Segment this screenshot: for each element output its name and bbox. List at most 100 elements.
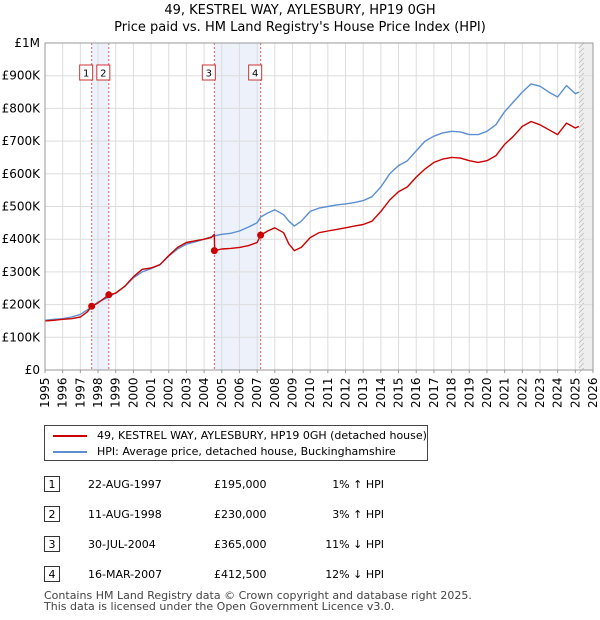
legend-label-hpi: HPI: Average price, detached house, Buck… xyxy=(97,445,396,458)
sale-row: 4 16-MAR-2007 £412,500 12% ↓ HPI xyxy=(44,566,424,586)
sale-point xyxy=(257,231,265,239)
footer-licence: This data is licensed under the Open Gov… xyxy=(44,600,395,613)
forecast-hatch xyxy=(578,362,585,369)
footer-copyright: Contains HM Land Registry data © Crown c… xyxy=(44,589,472,602)
sale-hpi-diff: 1% ↑ HPI xyxy=(332,478,384,491)
forecast-hatch xyxy=(578,347,585,354)
forecast-hatch xyxy=(578,47,585,54)
forecast-hatch xyxy=(578,247,585,254)
forecast-hatch xyxy=(578,52,585,59)
x-tick-label: 1999 xyxy=(109,377,123,408)
forecast-hatch xyxy=(578,82,585,89)
sale-row: 2 11-AUG-1998 £230,000 3% ↑ HPI xyxy=(44,506,424,526)
sale-price: £230,000 xyxy=(214,508,267,521)
forecast-hatch xyxy=(578,97,585,104)
forecast-hatch xyxy=(578,157,585,164)
sale-date: 11-AUG-1998 xyxy=(88,508,162,521)
sale-number-box xyxy=(248,64,263,81)
forecast-hatch xyxy=(578,302,585,309)
sale-row: 1 22-AUG-1997 £195,000 1% ↑ HPI xyxy=(44,476,424,496)
y-tick-label: £300K xyxy=(2,265,42,279)
x-tick-label: 2008 xyxy=(268,377,282,408)
x-tick-label: 2002 xyxy=(162,377,176,408)
sale-hpi-diff: 11% ↓ HPI xyxy=(325,538,384,551)
x-tick-label: 1996 xyxy=(56,377,70,408)
sale-number-label: 2 xyxy=(100,69,106,80)
x-tick-label: 2024 xyxy=(551,377,565,408)
forecast-hatch xyxy=(578,197,585,204)
y-tick-label: £500K xyxy=(2,200,42,214)
sale-number-label: 1 xyxy=(83,69,89,80)
forecast-hatch xyxy=(578,102,585,109)
forecast-hatch xyxy=(578,147,585,154)
forecast-hatch xyxy=(578,87,585,94)
footer: Contains HM Land Registry data © Crown c… xyxy=(44,590,472,612)
y-tick-label: £400K xyxy=(2,232,42,246)
forecast-hatch xyxy=(578,252,585,259)
x-tick-label: 1998 xyxy=(91,377,105,408)
sale-point xyxy=(105,291,113,299)
sale-price: £365,000 xyxy=(214,538,267,551)
legend-label-property: 49, KESTREL WAY, AYLESBURY, HP19 0GH (de… xyxy=(97,429,427,442)
sale-number-badge: 4 xyxy=(44,566,60,582)
y-tick-label: £700K xyxy=(2,134,42,148)
forecast-hatch xyxy=(578,117,585,124)
forecast-hatch xyxy=(578,217,585,224)
sale-number-badge: 2 xyxy=(44,506,60,522)
sale-date: 22-AUG-1997 xyxy=(88,478,162,491)
x-tick-label: 2000 xyxy=(126,377,140,408)
x-tick-label: 2005 xyxy=(215,377,229,408)
forecast-hatch xyxy=(578,92,585,99)
x-tick-label: 2020 xyxy=(480,377,494,408)
sale-number-box xyxy=(96,64,111,81)
forecast-hatch xyxy=(578,307,585,314)
sale-hpi-diff: 3% ↑ HPI xyxy=(332,508,384,521)
forecast-hatch xyxy=(578,242,585,249)
x-tick-label: 2004 xyxy=(197,377,211,408)
x-tick-label: 2026 xyxy=(586,377,600,408)
x-tick-label: 2011 xyxy=(321,377,335,408)
forecast-hatch xyxy=(578,177,585,184)
forecast-hatch xyxy=(578,127,585,134)
x-tick-label: 2010 xyxy=(303,377,317,408)
forecast-hatch xyxy=(578,297,585,304)
x-tick-label: 2009 xyxy=(285,377,299,408)
forecast-hatch xyxy=(578,187,585,194)
forecast-hatch xyxy=(578,357,585,364)
chart-subtitle: Price paid vs. HM Land Registry's House … xyxy=(114,20,486,35)
forecast-hatch xyxy=(578,67,585,74)
sale-point xyxy=(210,247,218,255)
forecast-hatch xyxy=(578,202,585,209)
forecast-hatch xyxy=(578,272,585,279)
forecast-hatch xyxy=(578,292,585,299)
y-tick-label: £0 xyxy=(25,363,40,377)
sale-point xyxy=(88,302,96,310)
y-tick-label: £200K xyxy=(2,298,42,312)
sale-number-label: 3 xyxy=(206,69,212,80)
forecast-hatch xyxy=(578,262,585,269)
forecast-hatch xyxy=(578,227,585,234)
x-tick-label: 2021 xyxy=(498,377,512,408)
plot-frame xyxy=(44,42,594,371)
forecast-hatch xyxy=(578,152,585,159)
forecast-hatch xyxy=(578,77,585,84)
sale-price: £412,500 xyxy=(214,568,267,581)
chart-title-text: 49, KESTREL WAY, AYLESBURY, HP19 0GH xyxy=(164,3,436,18)
x-tick-label: 2023 xyxy=(533,377,547,408)
x-tick-label: 1995 xyxy=(38,377,52,408)
x-tick-label: 2017 xyxy=(427,377,441,408)
forecast-hatch xyxy=(578,337,585,344)
legend-line-property xyxy=(53,435,87,437)
forecast-hatch xyxy=(578,312,585,319)
sale-date: 30-JUL-2004 xyxy=(88,538,156,551)
forecast-hatch xyxy=(578,167,585,174)
forecast-hatch xyxy=(578,57,585,64)
legend-line-hpi xyxy=(53,451,87,453)
y-tick-label: £800K xyxy=(2,101,42,115)
forecast-hatch xyxy=(578,342,585,349)
forecast-hatch xyxy=(578,212,585,219)
x-tick-label: 1997 xyxy=(73,377,87,408)
x-tick-label: 2018 xyxy=(445,377,459,408)
chart-title: 49, KESTREL WAY, AYLESBURY, HP19 0GH Pri… xyxy=(0,2,600,36)
